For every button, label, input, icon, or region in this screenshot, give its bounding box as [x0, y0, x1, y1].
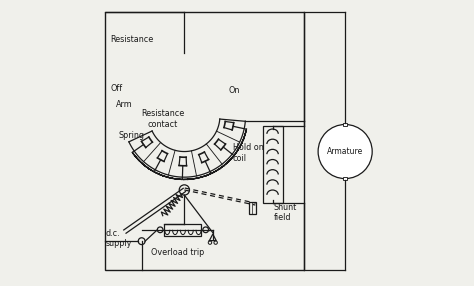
Bar: [164, 224, 201, 236]
Bar: [263, 126, 283, 203]
Text: Resistance
contact: Resistance contact: [141, 109, 185, 128]
Text: Hold on
coil: Hold on coil: [233, 143, 264, 163]
Bar: [105, 12, 304, 270]
Circle shape: [318, 124, 372, 178]
Text: On: On: [228, 86, 240, 95]
Text: Off: Off: [110, 84, 122, 94]
Text: Overload trip: Overload trip: [151, 248, 204, 257]
Text: Arm: Arm: [116, 100, 133, 109]
Text: Resistance: Resistance: [110, 35, 154, 44]
Text: Spring: Spring: [119, 131, 145, 140]
Text: d.c.
supply: d.c. supply: [106, 229, 132, 248]
Bar: [344, 123, 347, 126]
Text: Armature: Armature: [327, 147, 363, 156]
Text: Shunt
field: Shunt field: [274, 203, 297, 223]
Bar: [344, 177, 347, 180]
Bar: [248, 202, 256, 214]
Circle shape: [179, 185, 190, 195]
